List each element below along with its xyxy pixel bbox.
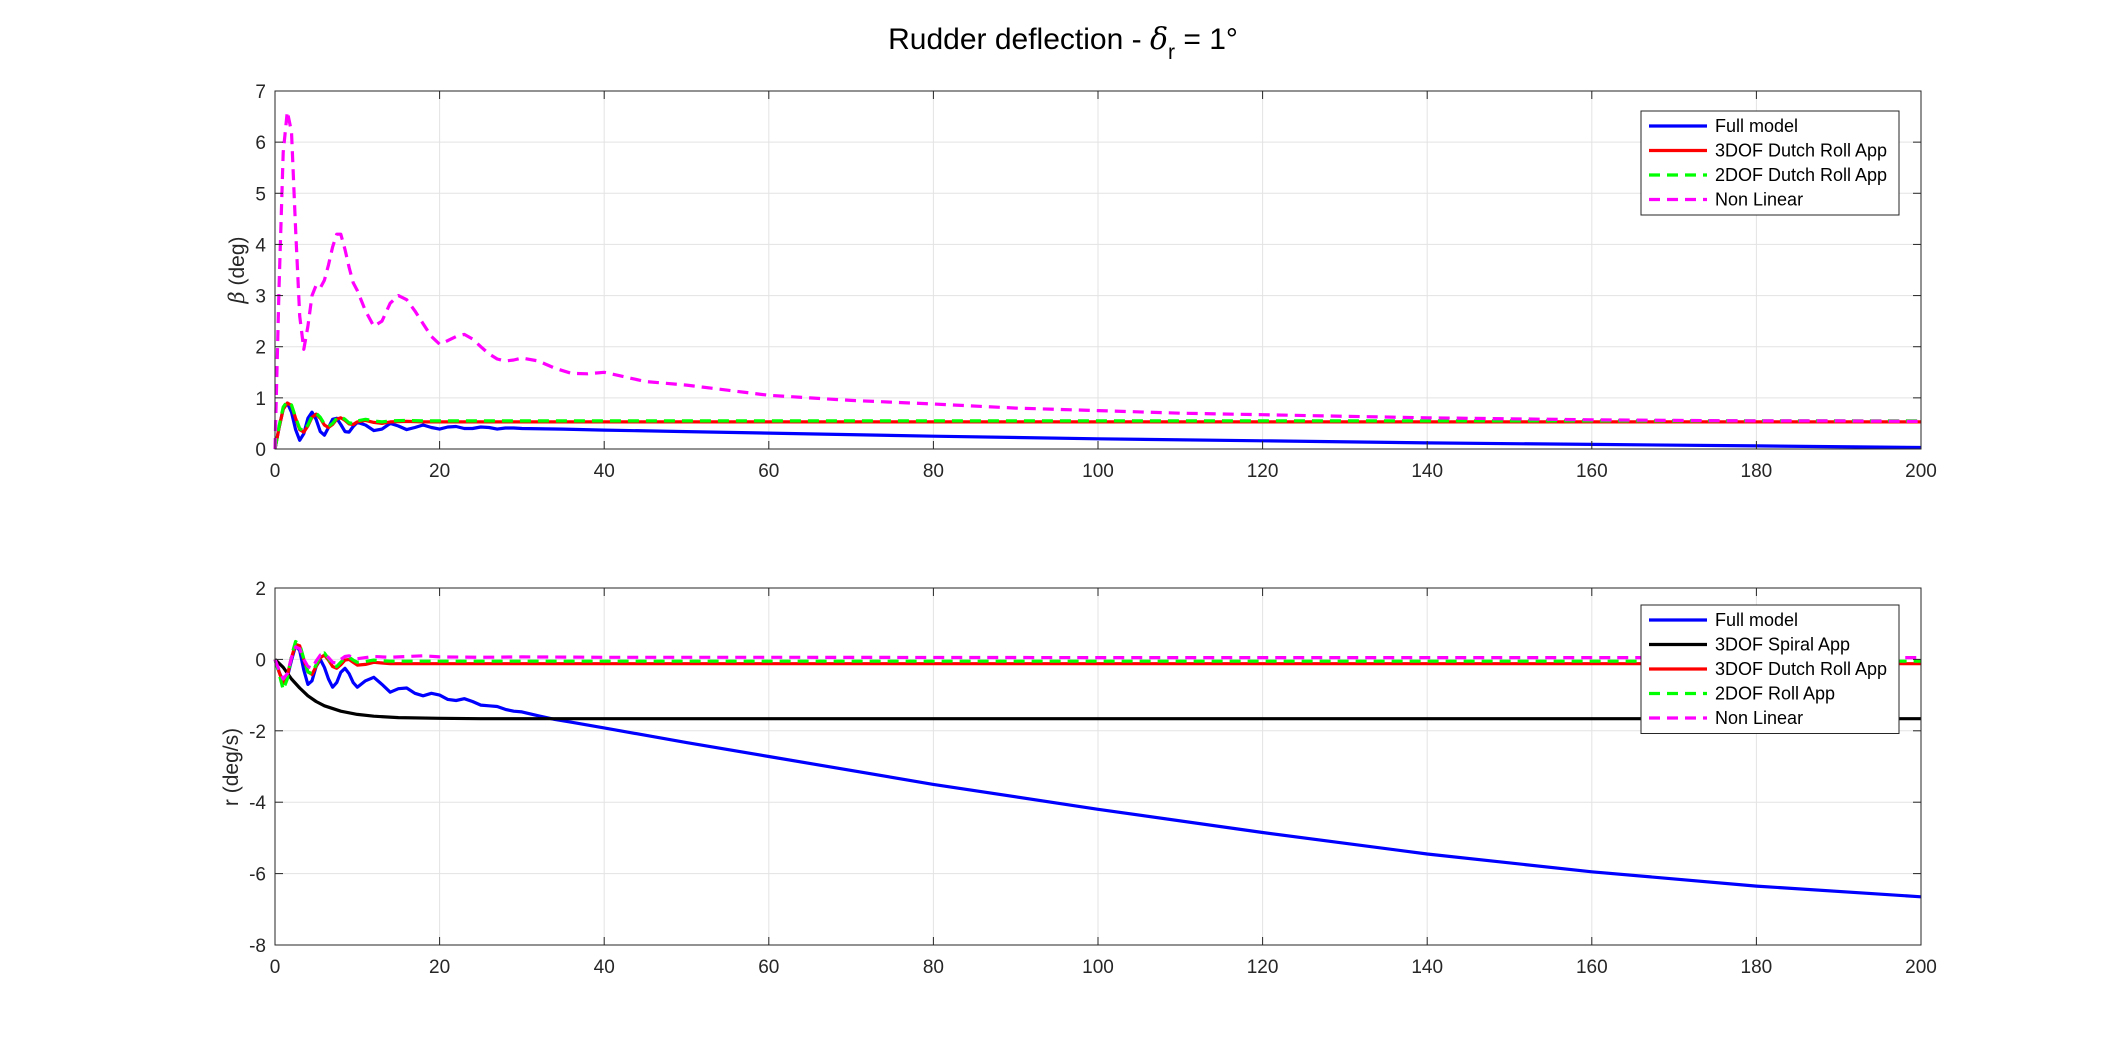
yaw-rate-x-tick-label: 200	[1905, 957, 1937, 978]
beta-x-tick-label: 180	[1741, 461, 1773, 482]
yaw-rate-series-full-model	[273, 644, 1922, 899]
figure-title-symbol: δ	[1150, 22, 1168, 57]
beta-y-tick-label: 7	[255, 82, 266, 103]
beta-legend-label-full-model: Full model	[1715, 116, 1798, 136]
beta-y-tick-label: 2	[255, 338, 266, 359]
yaw-rate-y-axis-label: r (deg/s)	[220, 728, 243, 806]
yaw-rate-x-tick-label: 40	[594, 957, 615, 978]
beta-x-tick-label: 140	[1411, 461, 1443, 482]
beta-series-non-linear	[273, 109, 1922, 450]
yaw-rate-plot-ticks: 0 20 40 60 80 100 120 140 160 180 200 -8 -6 -4 -2 0 2	[249, 579, 1937, 978]
beta-x-tick-label: 20	[429, 461, 450, 482]
yaw-rate-y-tick-label: -4	[249, 793, 266, 814]
beta-y-tick-label: 1	[255, 389, 266, 410]
yaw-rate-legend-label-2dof-roll-app: 2DOF Roll App	[1715, 684, 1835, 704]
beta-y-tick-label: 4	[255, 235, 266, 256]
beta-y-axis-symbol: β	[225, 291, 249, 304]
yaw-rate-x-tick-label: 180	[1741, 957, 1773, 978]
beta-x-tick-label: 200	[1905, 461, 1937, 482]
figure-title-main: Rudder deflection -	[888, 23, 1150, 56]
yaw-rate-x-tick-label: 100	[1082, 957, 1114, 978]
yaw-rate-y-tick-label: 2	[255, 579, 266, 600]
yaw-rate-y-tick-label: 0	[255, 650, 266, 671]
yaw-rate-x-tick-label: 80	[923, 957, 944, 978]
beta-legend-label-3dof-dutch-roll-app: 3DOF Dutch Roll App	[1715, 141, 1887, 161]
beta-x-tick-label: 80	[923, 461, 944, 482]
figure-title: Rudder deflection - δr = 1°	[888, 22, 1238, 64]
yaw-rate-legend-label-3dof-spiral-app: 3DOF Spiral App	[1715, 635, 1850, 655]
yaw-rate-series-non-linear	[273, 645, 1921, 681]
yaw-rate-plot: 0 20 40 60 80 100 120 140 160 180 200 -8 -6 -4 -2 0 2 r …	[220, 579, 1937, 978]
yaw-rate-x-tick-label: 160	[1576, 957, 1608, 978]
yaw-rate-y-tick-label: -8	[249, 936, 266, 957]
yaw-rate-plot-series	[273, 639, 1922, 899]
yaw-rate-x-tick-label: 60	[758, 957, 779, 978]
beta-legend-label-non-linear: Non Linear	[1715, 190, 1803, 210]
yaw-rate-legend-label-3dof-dutch-roll-app: 3DOF Dutch Roll App	[1715, 659, 1887, 679]
beta-x-tick-label: 0	[270, 461, 281, 482]
beta-y-axis-unit: (deg)	[226, 237, 249, 292]
beta-legend-label-2dof-dutch-roll-app: 2DOF Dutch Roll App	[1715, 165, 1887, 185]
yaw-rate-legend-label-full-model: Full model	[1715, 610, 1798, 630]
figure-title-tail: = 1°	[1175, 23, 1238, 56]
beta-x-tick-label: 60	[758, 461, 779, 482]
beta-x-tick-label: 120	[1247, 461, 1279, 482]
yaw-rate-x-tick-label: 140	[1411, 957, 1443, 978]
beta-legend-box	[1640, 110, 1900, 216]
beta-y-tick-label: 0	[255, 440, 266, 461]
beta-plot-series	[273, 109, 1922, 450]
beta-x-tick-label: 160	[1576, 461, 1608, 482]
beta-x-tick-label: 40	[594, 461, 615, 482]
beta-y-tick-label: 5	[255, 184, 266, 205]
yaw-rate-y-tick-label: -2	[249, 722, 266, 743]
beta-series-full-model	[273, 401, 1922, 450]
beta-y-tick-label: 6	[255, 133, 266, 154]
figure-title-subscript: r	[1168, 41, 1175, 64]
beta-y-axis-label: β (deg)	[225, 237, 249, 305]
beta-y-tick-label: 3	[255, 287, 266, 308]
yaw-rate-series-3dof-spiral-app	[273, 658, 1921, 721]
yaw-rate-legend: Full model 3DOF Spiral App 3DOF Dutch Roll…	[1640, 604, 1900, 734]
yaw-rate-x-tick-label: 20	[429, 957, 450, 978]
beta-x-tick-label: 100	[1082, 461, 1114, 482]
beta-legend: Full model 3DOF Dutch Roll App 2DOF Dutch …	[1640, 110, 1900, 216]
yaw-rate-y-tick-label: -6	[249, 865, 266, 886]
yaw-rate-x-tick-label: 0	[270, 957, 281, 978]
yaw-rate-legend-label-non-linear: Non Linear	[1715, 708, 1803, 728]
beta-plot-ticks: 0 20 40 60 80 100 120 140 160 180 200 0 1 2 3 4 5 6 7	[255, 82, 1936, 482]
beta-plot: 0 20 40 60 80 100 120 140 160 180 200 0 1 2 3 4 5 6 7 β (d…	[225, 82, 1937, 482]
yaw-rate-x-tick-label: 120	[1247, 957, 1279, 978]
